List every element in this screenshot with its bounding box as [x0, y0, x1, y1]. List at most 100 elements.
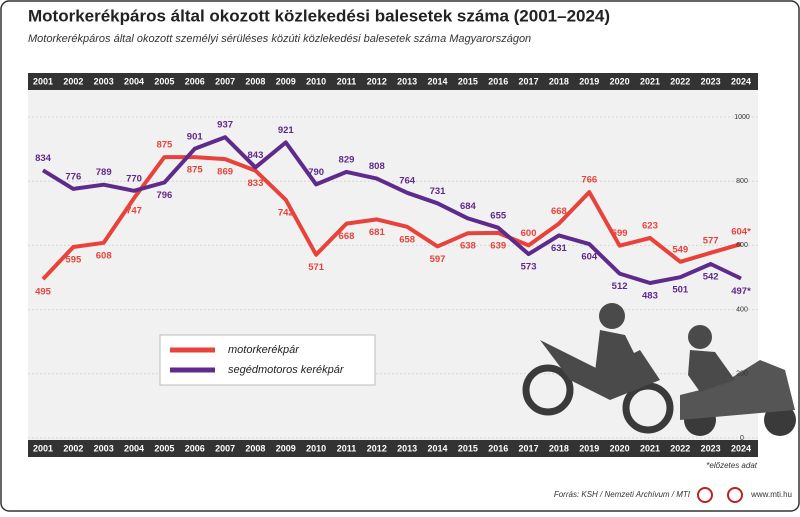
data-label: 495: [35, 287, 52, 298]
data-label: 638: [460, 241, 476, 252]
data-label: 742: [278, 207, 294, 218]
x-tick-label: 2005: [154, 76, 174, 86]
line: [41, 155, 742, 281]
x-tick-label: 2024: [731, 76, 751, 86]
x-tick-label: 2023: [701, 443, 721, 453]
x-tick-label: 2007: [215, 443, 235, 453]
x-tick-label: 2004: [124, 76, 144, 86]
data-label: 549: [672, 244, 688, 255]
y-tick-label: 1000: [734, 114, 750, 121]
legend-box: [159, 334, 376, 386]
illustration: [522, 303, 796, 436]
data-label: 608: [96, 250, 112, 261]
x-tick-label: 2017: [519, 443, 539, 453]
data-label: 770: [126, 173, 142, 184]
data-label: 604: [581, 252, 598, 263]
data-label: 668: [339, 231, 355, 242]
data-label: 684: [460, 201, 477, 212]
x-tick-label: 2018: [549, 443, 569, 453]
data-label: 571: [308, 262, 325, 273]
data-label: 597: [430, 254, 446, 265]
x-tick-label: 2020: [610, 443, 630, 453]
y-tick-label: 400: [736, 306, 748, 313]
data-label: 875: [156, 140, 173, 151]
x-tick-label: 2017: [519, 76, 539, 86]
x-tick-label: 2001: [33, 76, 53, 86]
legend-label: motorkerékpár: [228, 344, 300, 356]
data-label: 790: [308, 167, 324, 178]
website: www.mti.hu: [750, 490, 792, 499]
data-label: 655: [490, 210, 507, 221]
x-tick-label: 2016: [488, 76, 508, 86]
data-label: 599: [612, 228, 628, 239]
data-label: 631: [551, 243, 568, 254]
data-label: 829: [339, 154, 355, 165]
bottom-year-bar: [28, 440, 758, 457]
data-label: 796: [156, 190, 172, 201]
data-label: 843: [248, 150, 264, 161]
line: [41, 135, 742, 285]
data-label: 639: [490, 240, 506, 251]
x-tick-label: 2013: [397, 76, 417, 86]
x-tick-label: 2009: [276, 76, 296, 86]
x-tick-label: 2014: [428, 76, 448, 86]
data-label: 512: [612, 281, 628, 292]
data-label: 875: [187, 165, 204, 176]
x-tick-label: 2023: [701, 76, 721, 86]
data-label: 921: [278, 125, 295, 136]
x-tick-label: 2006: [185, 443, 205, 453]
x-tick-label: 2016: [488, 443, 508, 453]
data-label: 573: [521, 262, 537, 273]
y-tick-label: 800: [736, 178, 748, 185]
data-label: 764: [399, 175, 416, 186]
source: Forrás: KSH / Nemzeti Archívum / MTI: [554, 490, 691, 499]
data-label: 497*: [731, 286, 751, 297]
x-tick-label: 2011: [337, 76, 357, 86]
x-tick-label: 2019: [579, 76, 599, 86]
x-tick-label: 2021: [640, 443, 660, 453]
data-label: 747: [126, 206, 142, 217]
x-tick-label: 2002: [63, 76, 83, 86]
data-label: 776: [65, 171, 81, 182]
y-tick-label: 0: [740, 435, 744, 442]
data-label: 731: [430, 186, 447, 197]
x-tick-label: 2010: [306, 443, 326, 453]
data-label: 901: [187, 131, 204, 142]
x-tick-label: 2010: [306, 76, 326, 86]
x-tick-label: 2002: [63, 443, 83, 453]
x-tick-label: 2006: [185, 76, 205, 86]
x-tick-label: 2020: [610, 76, 630, 86]
data-label: 658: [399, 234, 415, 245]
data-label: 766: [581, 175, 597, 186]
x-tick-label: 2018: [549, 76, 569, 86]
x-tick-label: 2003: [94, 443, 114, 453]
x-tick-label: 2011: [337, 443, 357, 453]
x-tick-label: 2012: [367, 443, 387, 453]
logo: [727, 487, 743, 503]
data-label: 833: [248, 178, 264, 189]
x-tick-label: 2015: [458, 76, 478, 86]
data-label: 483: [642, 290, 658, 301]
footnote: *előzetes adat: [706, 461, 757, 470]
x-tick-label: 2022: [670, 76, 690, 86]
x-tick-label: 2008: [245, 76, 265, 86]
x-tick-label: 2008: [245, 443, 265, 453]
x-tick-label: 2003: [94, 76, 114, 86]
logo: [697, 487, 713, 503]
y-tick-label: 200: [736, 371, 748, 378]
x-tick-label: 2022: [670, 443, 690, 453]
data-label: 604*: [731, 227, 751, 238]
chart-title: Motorkerékpáros által okozott közlekedés…: [28, 6, 610, 25]
x-tick-label: 2004: [124, 443, 144, 453]
data-label: 600: [521, 228, 537, 239]
data-label: 834: [35, 153, 52, 164]
x-tick-label: 2001: [33, 443, 53, 453]
x-tick-label: 2007: [215, 76, 235, 86]
data-label: 869: [217, 167, 233, 178]
data-label: 668: [551, 206, 567, 217]
data-label: 623: [642, 221, 658, 232]
data-label: 501: [672, 285, 689, 296]
x-tick-label: 2015: [458, 443, 478, 453]
y-tick-label: 600: [736, 242, 748, 249]
data-label: 808: [369, 161, 385, 172]
